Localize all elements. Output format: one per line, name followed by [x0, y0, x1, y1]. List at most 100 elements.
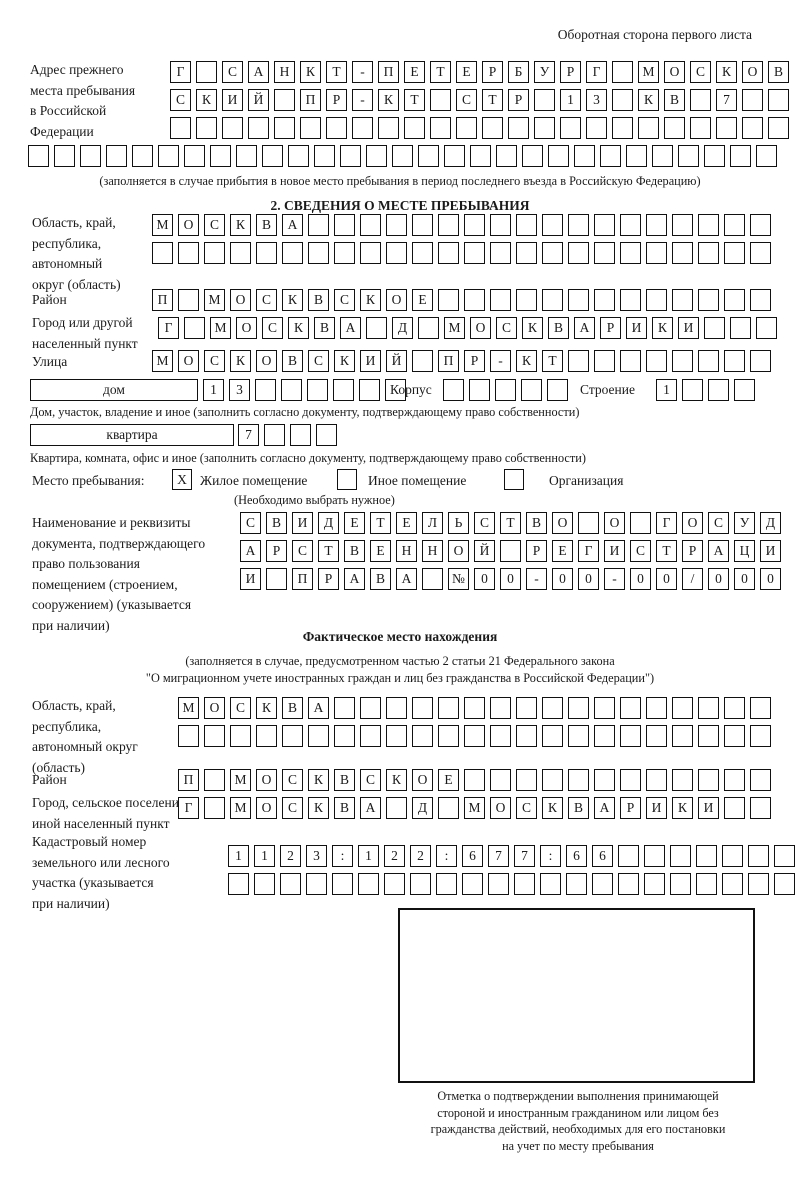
prev-address-r4-cell-6[interactable] — [158, 145, 179, 167]
prev-address-r1-cell-1[interactable]: Г — [170, 61, 191, 83]
prev-address-r1-cell-9[interactable]: П — [378, 61, 399, 83]
prev-address-r1-cell-8[interactable]: - — [352, 61, 373, 83]
prev-address-r3-cell-23[interactable] — [742, 117, 763, 139]
prev-address-r2-cell-12[interactable]: С — [456, 89, 477, 111]
prev-address-r2-cell-20[interactable]: В — [664, 89, 685, 111]
s2-stroenie-cell-1[interactable]: 1 — [656, 379, 677, 401]
s3-city-cell-3[interactable]: М — [230, 797, 251, 819]
prev-address-r4-cell-5[interactable] — [132, 145, 153, 167]
s2-doc-r2-cell-1[interactable]: А — [240, 540, 261, 562]
prev-address-row-4[interactable] — [28, 145, 777, 167]
s3-region-r2-cell-4[interactable] — [256, 725, 277, 747]
prev-address-r3-cell-9[interactable] — [378, 117, 399, 139]
s2-flat-cell-2[interactable] — [264, 424, 285, 446]
s3-cadastral-r1-cell-9[interactable]: : — [436, 845, 457, 867]
s3-district-cell-13[interactable] — [490, 769, 511, 791]
s2-region-r1-cell-5[interactable]: В — [256, 214, 277, 236]
s2-region-r2-cell-15[interactable] — [516, 242, 537, 264]
s3-cadastral-r2-cell-1[interactable] — [228, 873, 249, 895]
s2-region-r2-cell-22[interactable] — [698, 242, 719, 264]
s2-doc-r3-cell-16[interactable]: 0 — [630, 568, 651, 590]
s3-cadastral-r1-cell-1[interactable]: 1 — [228, 845, 249, 867]
s3-city-cell-15[interactable]: К — [542, 797, 563, 819]
prev-address-r3-cell-14[interactable] — [508, 117, 529, 139]
s2-city-cell-20[interactable]: К — [652, 317, 673, 339]
s2-district-cell-19[interactable] — [620, 289, 641, 311]
s2-street-cell-5[interactable]: О — [256, 350, 277, 372]
s3-cadastral-r2-cell-6[interactable] — [358, 873, 379, 895]
s3-city-cell-5[interactable]: С — [282, 797, 303, 819]
s2-house-cell-3[interactable] — [255, 379, 276, 401]
prev-address-r1-cell-5[interactable]: Н — [274, 61, 295, 83]
prev-address-r2-cell-21[interactable] — [690, 89, 711, 111]
s2-doc-r3-cell-18[interactable]: / — [682, 568, 703, 590]
s3-city-cell-20[interactable]: К — [672, 797, 693, 819]
s3-region-r2-cell-20[interactable] — [672, 725, 693, 747]
s2-region-r1-cell-15[interactable] — [516, 214, 537, 236]
s3-cadastral-r2-cell-18[interactable] — [670, 873, 691, 895]
s2-doc-r2-cell-12[interactable]: Р — [526, 540, 547, 562]
prev-address-r1-cell-18[interactable] — [612, 61, 633, 83]
prev-address-r2-cell-24[interactable] — [768, 89, 789, 111]
s3-cadastral-r2-cell-19[interactable] — [696, 873, 717, 895]
prev-address-r4-cell-4[interactable] — [106, 145, 127, 167]
prev-address-r4-cell-12[interactable] — [314, 145, 335, 167]
prev-address-r3-cell-7[interactable] — [326, 117, 347, 139]
s2-street-cell-12[interactable]: П — [438, 350, 459, 372]
prev-address-r3-cell-22[interactable] — [716, 117, 737, 139]
s2-house-cell-2[interactable]: 3 — [229, 379, 250, 401]
s2-house-cell-1[interactable]: 1 — [203, 379, 224, 401]
prev-address-r3-cell-5[interactable] — [274, 117, 295, 139]
s3-region-r1-cell-2[interactable]: О — [204, 697, 225, 719]
s3-district-cell-10[interactable]: О — [412, 769, 433, 791]
prev-address-r4-cell-16[interactable] — [418, 145, 439, 167]
s3-cadastral-r2-cell-10[interactable] — [462, 873, 483, 895]
s3-city-cell-1[interactable]: Г — [178, 797, 199, 819]
s3-region-r1-cell-17[interactable] — [594, 697, 615, 719]
s2-district-cell-13[interactable] — [464, 289, 485, 311]
s2-district-cell-1[interactable]: П — [152, 289, 173, 311]
s2-doc-r3-cell-10[interactable]: 0 — [474, 568, 495, 590]
s2-doc-r2-cell-17[interactable]: Т — [656, 540, 677, 562]
s3-region-r1-cell-7[interactable] — [334, 697, 355, 719]
s2-street-cell-7[interactable]: С — [308, 350, 329, 372]
prev-address-r1-cell-15[interactable]: У — [534, 61, 555, 83]
s2-street-cell-10[interactable]: Й — [386, 350, 407, 372]
s2-city-cell-5[interactable]: С — [262, 317, 283, 339]
s2-doc-r1-cell-2[interactable]: В — [266, 512, 287, 534]
s2-district-cell-10[interactable]: О — [386, 289, 407, 311]
s3-cadastral-r1-cell-2[interactable]: 1 — [254, 845, 275, 867]
s2-region-r1-cell-8[interactable] — [334, 214, 355, 236]
s3-city-cell-23[interactable] — [750, 797, 771, 819]
s3-district-cell-19[interactable] — [646, 769, 667, 791]
s2-district-cell-17[interactable] — [568, 289, 589, 311]
s3-city-cell-22[interactable] — [724, 797, 745, 819]
s2-city-cell-6[interactable]: К — [288, 317, 309, 339]
s2-doc-r3-cell-8[interactable] — [422, 568, 443, 590]
document-row-3[interactable]: И П Р А В А № 0 0-0 0-0 0/0 0 0 — [240, 568, 781, 590]
s2-district-cell-24[interactable] — [750, 289, 771, 311]
s3-district-cell-9[interactable]: К — [386, 769, 407, 791]
s2-street-cell-14[interactable]: - — [490, 350, 511, 372]
s3-city-cell-11[interactable] — [438, 797, 459, 819]
s2-doc-r1-cell-9[interactable]: Ь — [448, 512, 469, 534]
prev-address-r1-cell-22[interactable]: К — [716, 61, 737, 83]
s3-region-r1-cell-13[interactable] — [490, 697, 511, 719]
s3-district-cell-5[interactable]: С — [282, 769, 303, 791]
s2-doc-r1-cell-13[interactable]: О — [552, 512, 573, 534]
s2-doc-r1-cell-8[interactable]: Л — [422, 512, 443, 534]
s2-doc-r1-cell-17[interactable]: Г — [656, 512, 677, 534]
s2-doc-r2-cell-7[interactable]: Н — [396, 540, 417, 562]
prev-address-r3-cell-1[interactable] — [170, 117, 191, 139]
s2-region-r1-cell-19[interactable] — [620, 214, 641, 236]
prev-address-r4-cell-3[interactable] — [80, 145, 101, 167]
s2-street-cell-19[interactable] — [620, 350, 641, 372]
s2-region-r2-cell-5[interactable] — [256, 242, 277, 264]
s2-region-r2-cell-24[interactable] — [750, 242, 771, 264]
s3-cadastral-r1-cell-21[interactable] — [748, 845, 769, 867]
s3-cadastral-r2-cell-11[interactable] — [488, 873, 509, 895]
s2-street-cell-11[interactable] — [412, 350, 433, 372]
s2-korpus-cell-2[interactable] — [469, 379, 490, 401]
